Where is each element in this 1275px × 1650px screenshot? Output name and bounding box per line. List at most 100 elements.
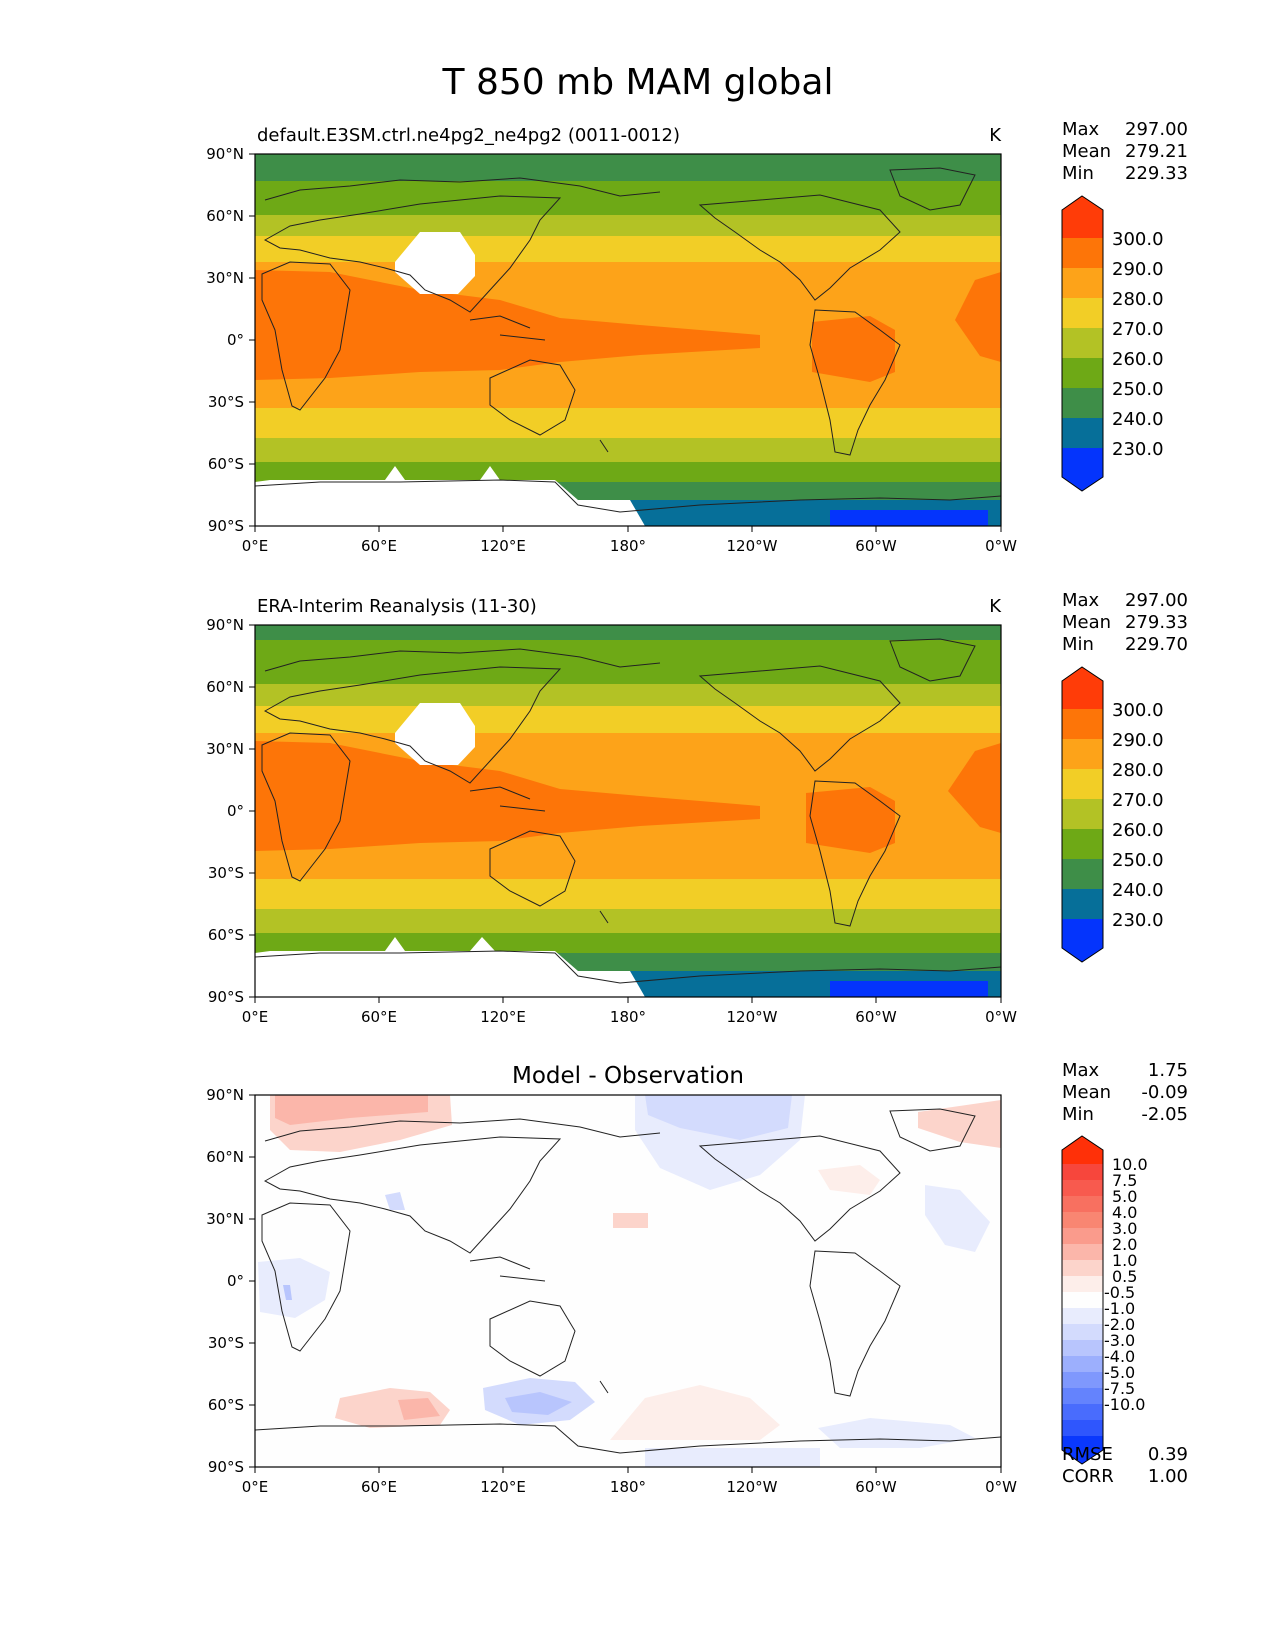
- stat-max-value: 297.00: [1125, 590, 1188, 611]
- colorbar-segment: [1062, 1420, 1103, 1436]
- colorbar-segment: [1062, 238, 1103, 268]
- stat-corr-value: 1.00: [1148, 1466, 1188, 1487]
- lat-tick-label: 30°S: [208, 864, 244, 882]
- band-260-s: [255, 438, 1001, 462]
- map-field: [255, 1095, 1001, 1467]
- lon-tick-label: 60°E: [361, 1008, 397, 1026]
- band-below-230: [830, 510, 988, 526]
- colorbar-segment: [1062, 1228, 1103, 1244]
- lon-tick-label: 0°W: [985, 537, 1017, 555]
- panel-observation: ERA-Interim Reanalysis (11-30) K: [206, 590, 1188, 1026]
- coast-eurasia: [263, 1136, 562, 1254]
- map-field: [255, 625, 1001, 997]
- coast-north-america: [698, 1135, 901, 1242]
- colorbar-label: 7.5: [1112, 1171, 1137, 1190]
- lat-tick-marks: [249, 624, 255, 998]
- lat-tick-marks: [249, 1094, 255, 1468]
- lat-tick-label: 30°N: [206, 740, 244, 758]
- lon-tick-label: 0°E: [242, 1008, 269, 1026]
- colorbar: [1061, 666, 1104, 963]
- lat-tick-label: 60°N: [206, 678, 244, 696]
- missing-antarctica: [255, 937, 645, 997]
- colorbar-segment: [1062, 1164, 1103, 1180]
- coast-islands: [469, 315, 609, 453]
- lat-tick-label: 60°S: [208, 1396, 244, 1414]
- colorbar-outline: [1061, 195, 1104, 492]
- colorbar-segment: [1062, 1212, 1103, 1228]
- lat-tick-label: 90°S: [208, 1458, 244, 1476]
- figure-title: T 850 mb MAM global: [442, 62, 834, 103]
- diff-arctic-warm-core: [275, 1095, 428, 1125]
- stat-max-label: Max: [1062, 119, 1100, 140]
- colorbar-segment: [1062, 1244, 1103, 1260]
- coastlines: [255, 638, 1001, 984]
- coast-antarctica: [255, 479, 1001, 513]
- lon-tick-label: 0°E: [242, 1478, 269, 1496]
- lat-tick-label: 30°S: [208, 1334, 244, 1352]
- lat-tick-label: 60°S: [208, 926, 244, 944]
- lat-tick-labels: 90°N 60°N 30°N 0° 30°S 60°S 90°S: [206, 1086, 244, 1476]
- error-stats: RMSE 0.39 CORR 1.00: [1062, 1444, 1188, 1487]
- panel-difference: Model - Observation: [206, 1060, 1188, 1496]
- lat-tick-labels: 90°N 60°N 30°N 0° 30°S 60°S 90°S: [206, 616, 244, 1006]
- colorbar-segment: [1062, 1292, 1103, 1308]
- coast-antarctica: [255, 1423, 1001, 1454]
- colorbar-label: -3.0: [1104, 1331, 1135, 1350]
- stat-rmse-label: RMSE: [1062, 1444, 1113, 1465]
- colorbar-label: 290.0: [1112, 730, 1164, 751]
- diff-pacific-arctic-cool-core: [645, 1095, 792, 1140]
- colorbar-segment: [1062, 358, 1103, 388]
- colorbar-label: -10.0: [1104, 1395, 1145, 1414]
- coast-islands: [469, 786, 609, 924]
- band-270-s: [255, 879, 1001, 909]
- lon-tick-label: 60°E: [361, 537, 397, 555]
- lon-tick-label: 0°W: [985, 1478, 1017, 1496]
- stat-mean-label: Mean: [1062, 1082, 1111, 1103]
- warm-pool-290: [255, 741, 760, 851]
- lat-tick-label: 90°N: [206, 145, 244, 163]
- diff-atlantic-cool: [925, 1185, 990, 1252]
- lat-tick-label: 90°N: [206, 616, 244, 634]
- diff-southern-ocean-warm-core: [398, 1398, 440, 1420]
- colorbar-label: 270.0: [1112, 319, 1164, 340]
- coast-africa: [261, 1202, 351, 1352]
- missing-antarctica: [255, 466, 645, 526]
- diff-southern-ocean-cool-core: [505, 1392, 572, 1415]
- colorbar-label: 260.0: [1112, 349, 1164, 370]
- coast-islands: [469, 1256, 609, 1394]
- colorbar-outline: [1061, 666, 1104, 963]
- colorbar-label: 5.0: [1112, 1187, 1137, 1206]
- stat-mean-value: -0.09: [1141, 1082, 1188, 1103]
- coast-greenland: [889, 1108, 976, 1152]
- colorbar-label: 4.0: [1112, 1203, 1137, 1222]
- colorbar-segment: [1062, 1260, 1103, 1276]
- colorbar-label: 280.0: [1112, 760, 1164, 781]
- colorbar-label: -2.0: [1104, 1315, 1135, 1334]
- colorbar-label: 240.0: [1112, 409, 1164, 430]
- lat-tick-marks: [249, 153, 255, 527]
- coast-antarctica: [255, 950, 1001, 984]
- lon-tick-label: 120°E: [480, 1478, 526, 1496]
- lon-tick-label: 0°W: [985, 1008, 1017, 1026]
- lon-tick-label: 120°W: [727, 537, 778, 555]
- africa-west-290: [948, 743, 1001, 833]
- lat-tick-label: 60°N: [206, 207, 244, 225]
- lon-tick-label: 60°W: [855, 1008, 897, 1026]
- colorbar-label: -5.0: [1104, 1363, 1135, 1382]
- lat-tick-label: 90°S: [208, 517, 244, 535]
- stat-max-value: 297.00: [1125, 119, 1188, 140]
- lon-tick-label: 60°E: [361, 1478, 397, 1496]
- colorbar-min-cap: [1062, 919, 1103, 962]
- colorbar-label: -7.5: [1104, 1379, 1135, 1398]
- coast-australia: [489, 1300, 576, 1377]
- lat-tick-label: 90°N: [206, 1086, 244, 1104]
- colorbar-labels: 300.0 290.0 280.0 270.0 260.0 250.0 240.…: [1112, 229, 1164, 460]
- colorbar-segment: [1062, 739, 1103, 769]
- colorbar-segment: [1062, 328, 1103, 358]
- colorbar-label: 260.0: [1112, 820, 1164, 841]
- lon-tick-label: 120°E: [480, 1008, 526, 1026]
- colorbar-segment: [1062, 889, 1103, 919]
- colorbar-label: 3.0: [1112, 1219, 1137, 1238]
- coast-eurasia: [263, 666, 562, 784]
